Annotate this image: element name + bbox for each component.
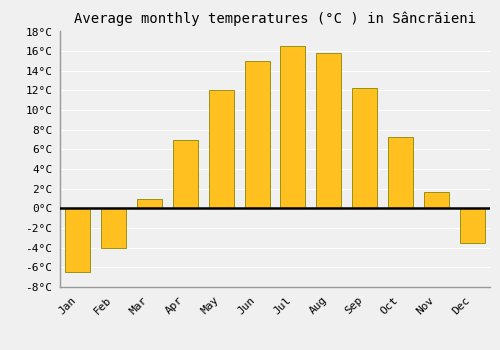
Bar bbox=[137, 198, 162, 208]
Bar bbox=[244, 61, 270, 208]
Bar bbox=[101, 208, 126, 248]
Bar bbox=[388, 136, 413, 208]
Bar bbox=[424, 192, 449, 208]
Bar bbox=[460, 208, 484, 243]
Bar bbox=[208, 90, 234, 208]
Bar bbox=[352, 88, 377, 208]
Bar bbox=[173, 140, 198, 208]
Title: Average monthly temperatures (°C ) in Sâncrăieni: Average monthly temperatures (°C ) in Sâ… bbox=[74, 12, 476, 26]
Bar bbox=[316, 53, 342, 208]
Bar bbox=[66, 208, 90, 272]
Bar bbox=[280, 46, 305, 208]
